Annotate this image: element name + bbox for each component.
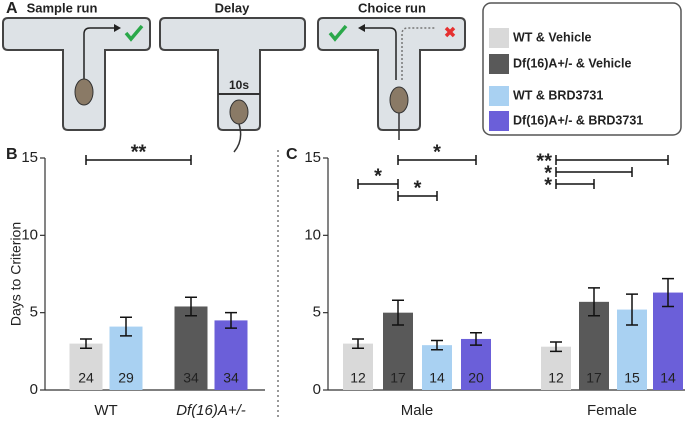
error-bar bbox=[392, 299, 404, 326]
n-label: 14 bbox=[429, 370, 445, 386]
error-bar bbox=[431, 339, 443, 351]
maze-delay bbox=[159, 17, 306, 153]
significance-label: ** bbox=[131, 141, 147, 163]
n-label: 29 bbox=[118, 370, 134, 386]
legend: WT & Vehicle Df(16)A+/- & Vehicle WT & BRD… bbox=[489, 28, 643, 131]
y-tick-label: 5 bbox=[313, 304, 321, 321]
legend-swatch bbox=[489, 111, 509, 131]
n-label: 34 bbox=[223, 370, 239, 386]
significance-bracket bbox=[397, 155, 477, 165]
error-bar bbox=[626, 293, 638, 326]
delay-label: 10s bbox=[229, 78, 249, 92]
legend-label: Df(16)A+/- & Vehicle bbox=[513, 56, 631, 70]
error-bar bbox=[470, 332, 482, 346]
bar bbox=[422, 345, 452, 390]
bar bbox=[579, 301, 609, 390]
significance-bracket bbox=[555, 155, 669, 165]
legend-label: Df(16)A+/- & BRD3731 bbox=[513, 113, 643, 127]
bar bbox=[174, 306, 208, 390]
significance-label: * bbox=[433, 141, 441, 163]
bar bbox=[214, 320, 248, 390]
significance-label: ** bbox=[536, 150, 552, 172]
bar bbox=[109, 326, 143, 390]
significance-bracket bbox=[555, 167, 633, 177]
error-bar bbox=[225, 311, 237, 329]
legend-swatch bbox=[489, 54, 509, 74]
step-title: Delay bbox=[215, 0, 250, 15]
bar bbox=[69, 343, 103, 390]
maze-choice bbox=[317, 17, 466, 140]
bar bbox=[461, 338, 491, 390]
legend-swatch bbox=[489, 28, 509, 48]
y-axis-label: Days to Criterion bbox=[8, 222, 24, 326]
error-bar bbox=[352, 338, 364, 349]
n-label: 12 bbox=[350, 370, 366, 386]
n-label: 34 bbox=[183, 370, 199, 386]
y-tick-label: 0 bbox=[313, 381, 321, 398]
significance-label: * bbox=[544, 174, 552, 196]
n-label: 14 bbox=[660, 370, 676, 386]
y-tick-label: 10 bbox=[304, 226, 321, 243]
maze-sample bbox=[2, 17, 151, 131]
n-label: 17 bbox=[586, 370, 602, 386]
legend-label: WT & BRD3731 bbox=[513, 88, 603, 102]
step-title: Sample run bbox=[27, 0, 98, 15]
n-label: 15 bbox=[624, 370, 640, 386]
significance-label: * bbox=[414, 177, 422, 199]
significance-label: * bbox=[544, 162, 552, 184]
significance-bracket bbox=[85, 155, 192, 165]
y-tick-label: 10 bbox=[21, 226, 38, 243]
step-title: Choice run bbox=[358, 0, 426, 15]
legend-label: WT & Vehicle bbox=[513, 30, 592, 44]
bar bbox=[541, 346, 571, 390]
legend-box bbox=[482, 2, 682, 136]
y-tick-label: 15 bbox=[304, 149, 321, 166]
error-bar bbox=[185, 296, 197, 317]
error-bar bbox=[550, 341, 562, 353]
y-tick-label: 0 bbox=[30, 381, 38, 398]
significance-label: * bbox=[374, 165, 382, 187]
significance-bracket bbox=[397, 191, 438, 201]
error-bar bbox=[662, 277, 674, 308]
error-bar bbox=[80, 338, 92, 349]
n-label: 24 bbox=[78, 370, 94, 386]
charts: B 0 5 10 15 Days to Criterion WT Df(16)A+/- 24 29… bbox=[6, 141, 685, 419]
bar bbox=[343, 343, 373, 390]
y-tick-label: 15 bbox=[21, 149, 38, 166]
n-label: 12 bbox=[548, 370, 564, 386]
x-group-label: Male bbox=[401, 402, 434, 419]
error-bar bbox=[120, 316, 132, 337]
x-group-label: Df(16)A+/- bbox=[176, 402, 246, 419]
panel-label: B bbox=[6, 146, 18, 163]
panel-label: A bbox=[6, 0, 18, 17]
legend-swatch bbox=[489, 86, 509, 106]
x-group-label: WT bbox=[94, 402, 117, 419]
significance-bracket bbox=[555, 179, 595, 189]
y-tick-label: 5 bbox=[30, 304, 38, 321]
panel-label: C bbox=[286, 146, 298, 163]
x-group-label: Female bbox=[587, 402, 637, 419]
bar bbox=[653, 292, 683, 390]
n-label: 20 bbox=[468, 370, 484, 386]
error-bar bbox=[588, 287, 600, 317]
significance-bracket bbox=[357, 179, 399, 189]
n-label: 17 bbox=[390, 370, 406, 386]
